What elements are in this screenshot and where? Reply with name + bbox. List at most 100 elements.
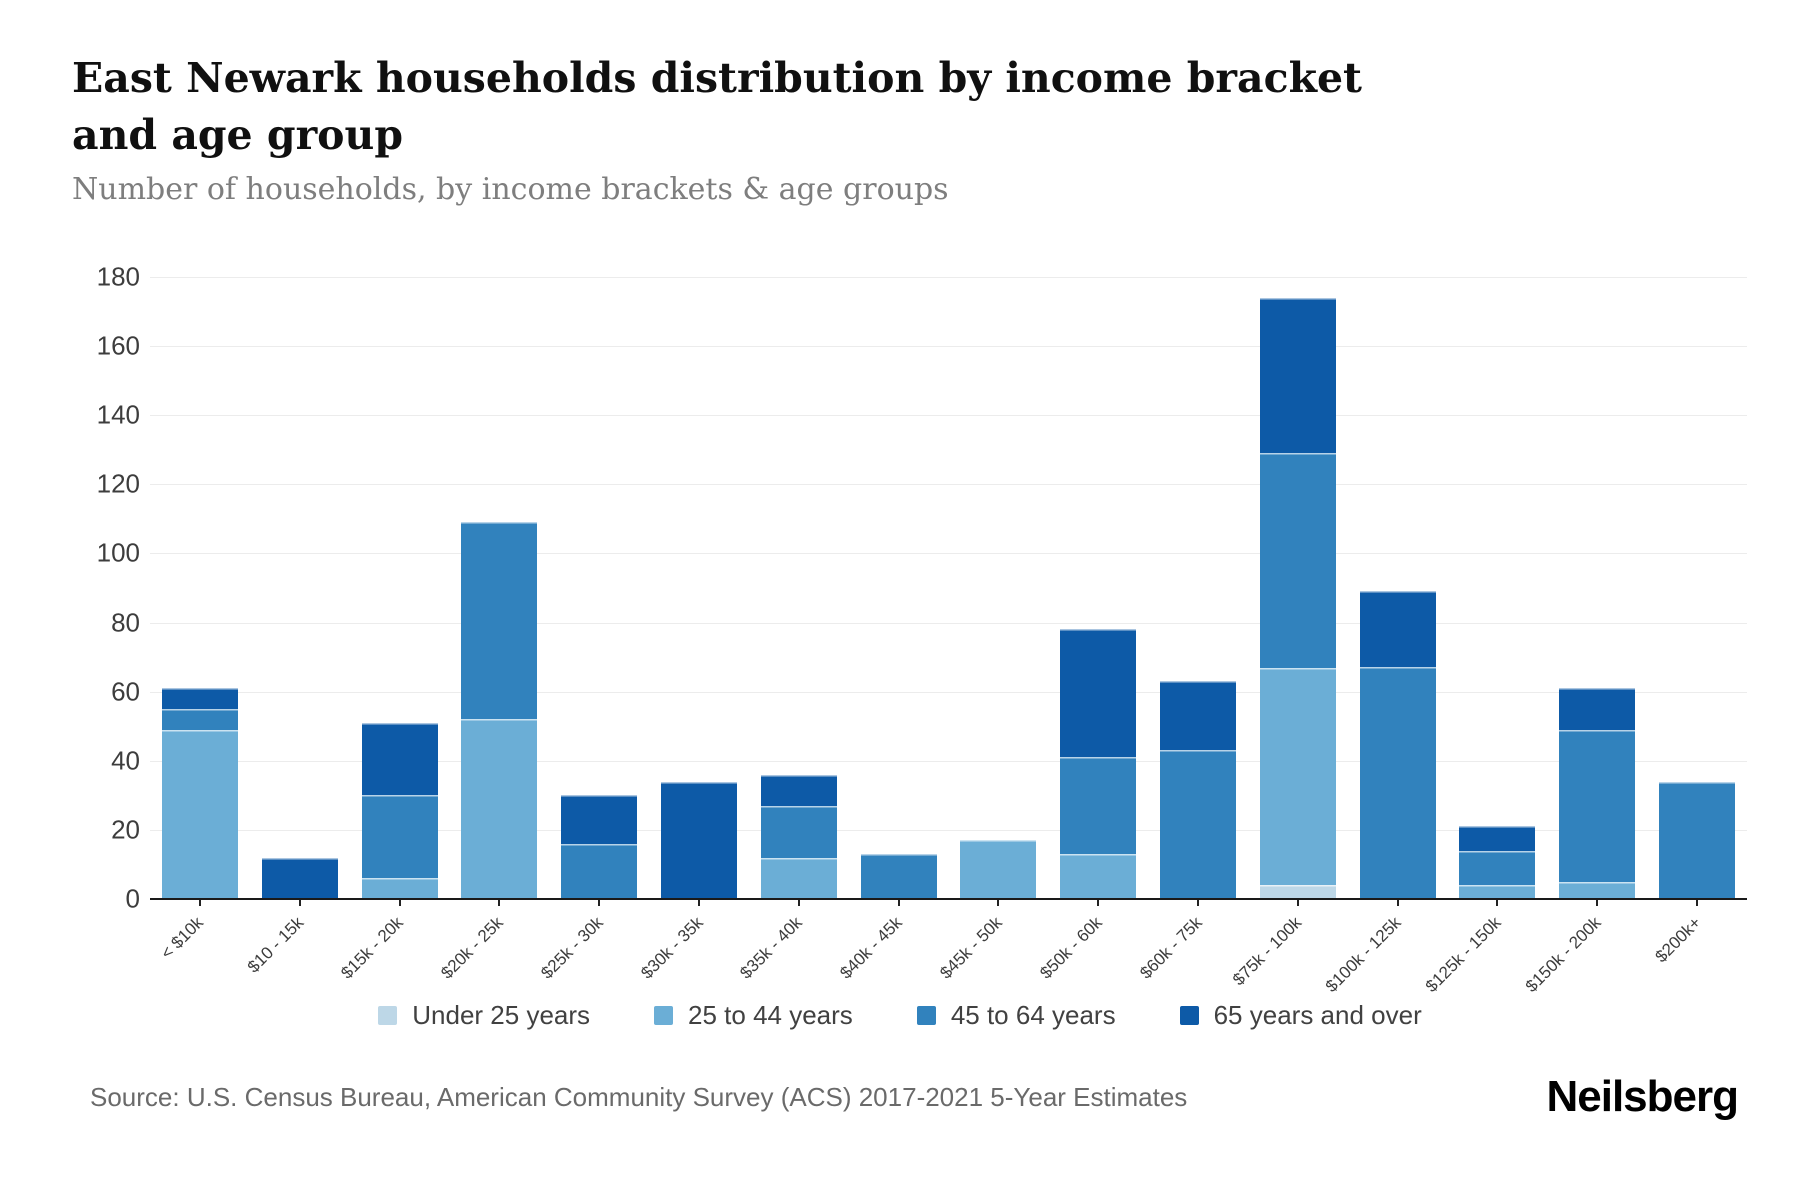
stacked-bar	[1659, 781, 1736, 899]
plot-area: < $10k $10 - 15k $15k - 20k $20k - 25k $25k …	[150, 277, 1747, 996]
gridline	[150, 484, 1747, 486]
bar-segment[interactable]	[1359, 591, 1436, 668]
bar-slot: $25k - 30k	[537, 277, 649, 983]
x-tick-mark	[1296, 899, 1299, 906]
bar-slot: $100k - 125k	[1322, 277, 1448, 996]
chart-title: East Newark households distribution by i…	[72, 54, 1362, 160]
bar-segment[interactable]	[660, 781, 737, 899]
y-tick-label: 60	[111, 676, 140, 707]
gridline	[150, 691, 1747, 693]
bar-segment[interactable]	[760, 805, 837, 858]
bar-slot: $40k - 45k	[836, 277, 949, 983]
y-tick-label: 0	[125, 883, 140, 914]
legend-swatch-icon	[916, 1006, 936, 1025]
stacked-bar	[1359, 591, 1436, 899]
gridline	[150, 622, 1747, 624]
source-note: Source: U.S. Census Bureau, American Com…	[90, 1082, 1188, 1112]
y-tick-label: 40	[111, 745, 140, 776]
gridline	[150, 760, 1747, 762]
x-tick-mark	[598, 899, 601, 906]
bar-segment[interactable]	[1259, 453, 1336, 668]
bar-segment[interactable]	[1259, 667, 1336, 886]
bar-segment[interactable]	[1459, 826, 1536, 851]
bar-slot: $15k - 20k	[337, 277, 450, 983]
legend-item[interactable]: 45 to 64 years	[916, 1000, 1116, 1031]
x-tick-mark	[697, 899, 700, 906]
bar-segment[interactable]	[760, 857, 837, 899]
bar-segment[interactable]	[161, 729, 238, 899]
x-tick-mark	[797, 899, 800, 906]
legend-label: 25 to 44 years	[688, 1000, 853, 1030]
y-tick-label: 20	[111, 814, 140, 845]
bar-segment[interactable]	[1559, 881, 1636, 899]
bar-segment[interactable]	[561, 843, 638, 899]
stacked-bar	[1459, 826, 1536, 899]
legend-item[interactable]: 65 years and over	[1179, 1000, 1422, 1031]
bar-segment[interactable]	[1659, 781, 1736, 899]
bar-segment[interactable]	[960, 840, 1037, 899]
x-tick-mark	[398, 899, 401, 906]
legend-item[interactable]: Under 25 years	[378, 1000, 590, 1031]
bar-segment[interactable]	[161, 688, 238, 709]
bar-segment[interactable]	[1160, 681, 1237, 751]
bar-segment[interactable]	[461, 719, 538, 899]
bar-segment[interactable]	[461, 522, 538, 720]
bar-segment[interactable]	[1559, 729, 1636, 882]
bar-segment[interactable]	[261, 857, 338, 899]
legend-swatch-icon	[654, 1006, 674, 1025]
bar-segment[interactable]	[1060, 757, 1137, 855]
legend-swatch-icon	[378, 1006, 398, 1025]
bar-slot: $150k - 200k	[1522, 277, 1647, 996]
stacked-bar	[161, 688, 238, 899]
gridline	[150, 553, 1747, 555]
stacked-bar	[1060, 629, 1137, 899]
gridline	[150, 829, 1747, 831]
bar-segment[interactable]	[1559, 688, 1636, 730]
legend-item[interactable]: 25 to 44 years	[654, 1000, 853, 1031]
y-tick-label: 160	[96, 330, 140, 361]
bar-segment[interactable]	[161, 708, 238, 730]
bar-segment[interactable]	[1459, 885, 1536, 899]
y-tick-label: 80	[111, 607, 140, 638]
legend: Under 25 years 25 to 44 years 45 to 64 yea…	[0, 1000, 1800, 1031]
y-tick-label: 180	[96, 261, 140, 292]
legend-swatch-icon	[1179, 1006, 1199, 1025]
y-tick-label: 120	[96, 468, 140, 499]
stacked-bar	[660, 781, 737, 899]
bar-slot: $200k+	[1647, 277, 1747, 966]
bar-segment[interactable]	[1060, 629, 1137, 758]
bar-segment[interactable]	[1259, 885, 1336, 899]
bar-segment[interactable]	[1459, 850, 1536, 886]
x-tick-mark	[897, 899, 900, 906]
bar-slot: $60k - 75k	[1136, 277, 1248, 983]
x-tick-mark	[1596, 899, 1599, 906]
chart-subtitle: Number of households, by income brackets…	[72, 172, 949, 207]
bar-segment[interactable]	[361, 878, 438, 899]
stacked-bar	[1160, 681, 1237, 899]
y-tick-label: 100	[96, 537, 140, 568]
bar-segment[interactable]	[760, 774, 837, 806]
x-tick-mark	[498, 899, 501, 906]
stacked-bar	[261, 857, 338, 899]
stacked-bar	[860, 854, 937, 899]
stacked-bar	[1259, 297, 1336, 899]
x-tick-mark	[298, 899, 301, 906]
bar-segment[interactable]	[561, 795, 638, 844]
bar-segment[interactable]	[1259, 297, 1336, 454]
bar-segment[interactable]	[1359, 667, 1436, 899]
bar-segment[interactable]	[361, 722, 438, 796]
bar-slot: $30k - 35k	[637, 277, 749, 983]
x-axis-line	[150, 898, 1747, 900]
bar-segment[interactable]	[1060, 854, 1137, 899]
bar-slot: $10 - 15k	[244, 277, 350, 977]
gridline	[150, 346, 1747, 348]
bar-segment[interactable]	[361, 795, 438, 879]
bar-segment[interactable]	[1160, 750, 1237, 899]
stacked-bar	[1559, 688, 1636, 899]
bar-slot: $75k - 100k	[1229, 277, 1348, 989]
bar-segment[interactable]	[860, 854, 937, 899]
bar-slot: $125k - 150k	[1422, 277, 1548, 996]
legend-label: 45 to 64 years	[950, 1000, 1116, 1030]
stacked-bar	[361, 722, 438, 899]
